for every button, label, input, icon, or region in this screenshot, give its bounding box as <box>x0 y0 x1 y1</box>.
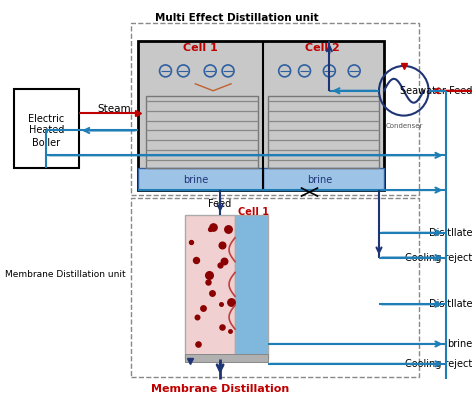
Text: brine: brine <box>307 175 332 185</box>
Bar <box>138 168 263 190</box>
Text: Cell 1: Cell 1 <box>183 43 218 53</box>
Text: Heated: Heated <box>28 125 64 135</box>
Bar <box>131 198 419 377</box>
Text: Condenser: Condenser <box>385 123 422 129</box>
Text: Multi Effect Distillation unit: Multi Effect Distillation unit <box>155 13 319 23</box>
Text: Membrane Distillation: Membrane Distillation <box>151 384 289 394</box>
Text: Cell 2: Cell 2 <box>305 43 340 53</box>
Bar <box>185 354 268 362</box>
Text: brine: brine <box>182 175 208 185</box>
Text: Steam: Steam <box>97 104 131 114</box>
Text: Disitllate: Disitllate <box>429 299 473 309</box>
Bar <box>235 215 268 359</box>
Bar <box>263 168 384 190</box>
Bar <box>138 41 384 190</box>
Text: brine: brine <box>447 339 473 349</box>
Bar <box>14 89 79 168</box>
Text: Membrane Distillation unit: Membrane Distillation unit <box>5 270 125 279</box>
Bar <box>146 96 258 168</box>
Text: Cooling reject: Cooling reject <box>405 252 473 262</box>
Text: Disitllate: Disitllate <box>429 228 473 238</box>
Text: Feed: Feed <box>209 199 232 209</box>
Text: Electric: Electric <box>28 114 64 123</box>
Bar <box>268 96 379 168</box>
Text: Seawater Feed: Seawater Feed <box>400 86 473 96</box>
Text: Cell 1: Cell 1 <box>238 207 269 217</box>
Bar <box>185 215 235 359</box>
Text: Cooling reject: Cooling reject <box>405 359 473 369</box>
Bar <box>131 23 419 195</box>
Text: Boiler: Boiler <box>32 139 60 148</box>
